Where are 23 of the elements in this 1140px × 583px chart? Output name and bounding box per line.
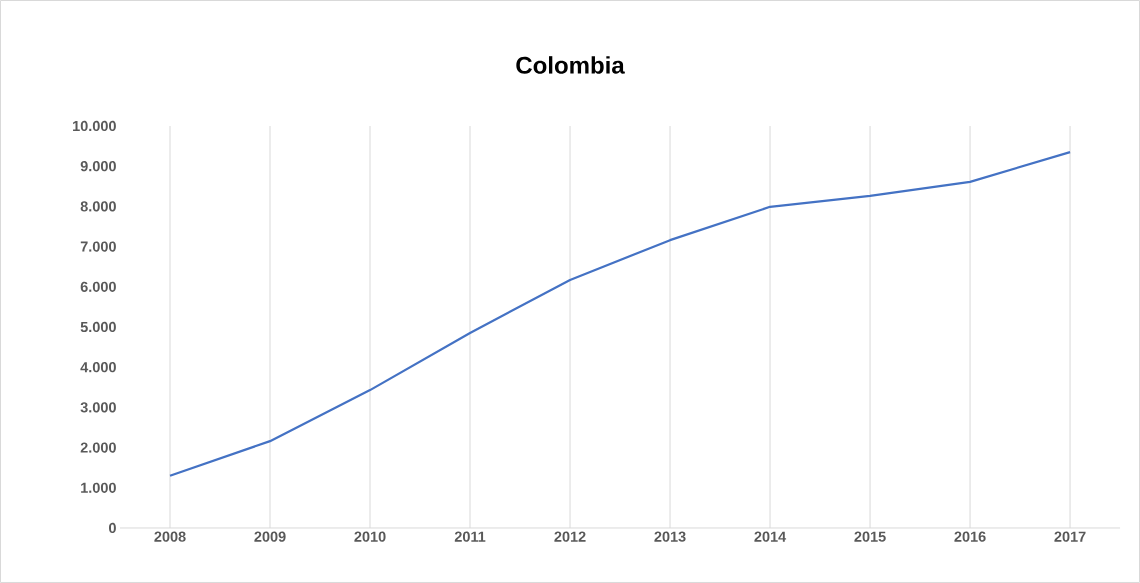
x-tick-label: 2014 xyxy=(754,531,787,542)
y-tick-label: 6.000 xyxy=(80,281,116,292)
y-tick-label: 5.000 xyxy=(80,321,116,333)
y-tick-label: 0 xyxy=(108,522,116,534)
y-tick-label: 4.000 xyxy=(80,362,116,373)
y-tick-label: 8.000 xyxy=(80,201,116,212)
x-tick-label: 2016 xyxy=(954,531,986,542)
x-tick-label: 2008 xyxy=(154,531,186,542)
y-tick-label: 7.000 xyxy=(80,241,116,252)
x-tick-label: 2009 xyxy=(254,531,286,542)
y-tick-label: 3.000 xyxy=(80,402,116,413)
x-tick-label: 2017 xyxy=(1054,531,1086,542)
x-tick-label: 2013 xyxy=(654,531,686,542)
y-tick-label: 1.000 xyxy=(81,482,116,493)
x-tick-label: 2011 xyxy=(454,531,486,542)
x-tick-label: 2012 xyxy=(554,531,586,542)
y-tick-label: 2.000 xyxy=(80,442,116,453)
y-tick-label: 10.000 xyxy=(73,120,116,132)
x-tick-label: 2010 xyxy=(354,531,386,542)
x-tick-label: 2015 xyxy=(854,531,886,542)
line-series xyxy=(168,151,1072,477)
chart-title: Colombia xyxy=(516,56,625,74)
y-tick-label: 9.000 xyxy=(80,161,116,172)
